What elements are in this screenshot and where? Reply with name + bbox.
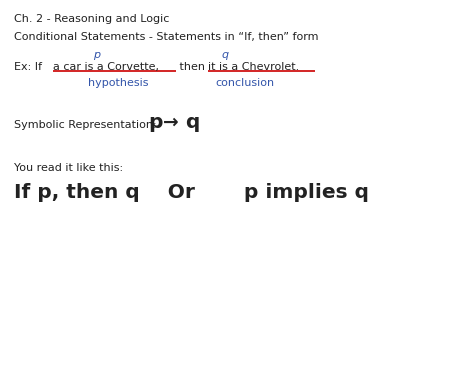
Text: it is a Chevrolet.: it is a Chevrolet. xyxy=(208,62,299,72)
Text: q: q xyxy=(221,50,228,60)
Text: Ch. 2 - Reasoning and Logic: Ch. 2 - Reasoning and Logic xyxy=(14,14,169,24)
Text: then: then xyxy=(176,62,208,72)
Text: hypothesis: hypothesis xyxy=(88,78,148,88)
Text: →: → xyxy=(163,113,179,132)
Text: You read it like this:: You read it like this: xyxy=(14,163,123,173)
Text: q: q xyxy=(185,113,199,132)
Text: Ex: If: Ex: If xyxy=(14,62,45,72)
Text: a car is a Corvette,: a car is a Corvette, xyxy=(53,62,159,72)
Text: conclusion: conclusion xyxy=(215,78,274,88)
Text: Conditional Statements - Statements in “If, then” form: Conditional Statements - Statements in “… xyxy=(14,32,319,42)
Text: p: p xyxy=(148,113,162,132)
Text: If p, then q    Or       p implies q: If p, then q Or p implies q xyxy=(14,183,369,202)
Text: p: p xyxy=(93,50,100,60)
Text: Symbolic Representation:: Symbolic Representation: xyxy=(14,120,167,130)
